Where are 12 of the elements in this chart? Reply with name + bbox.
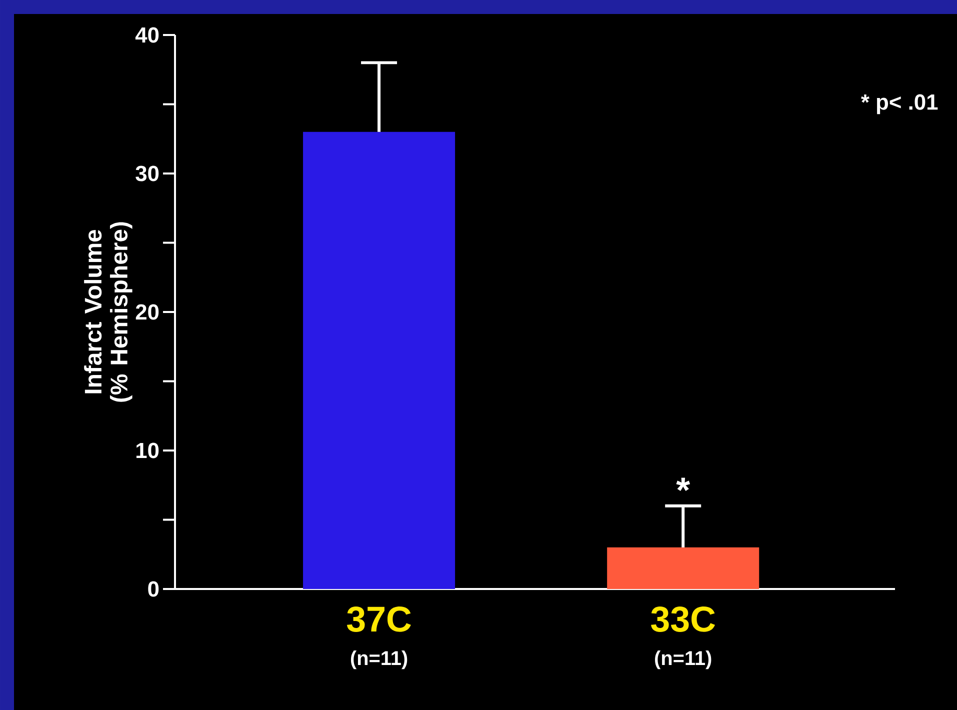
y-tick-label: 0: [148, 581, 159, 597]
y-tick-label: 10: [136, 442, 159, 458]
y-tick-label: 30: [136, 166, 159, 182]
x-tick-label: 37C: [346, 606, 411, 632]
text: (n=11): [655, 650, 712, 670]
x-tick-label: 33C: [651, 606, 715, 632]
text: (n=11): [350, 650, 408, 670]
annotation: * p< .01: [860, 94, 938, 114]
annotation: *: [676, 478, 690, 492]
y-axis-title: Infarct Volume (% Hemisphere): [84, 222, 132, 402]
y-tick-label: 40: [135, 27, 159, 43]
y-tick-label: 20: [136, 304, 159, 320]
